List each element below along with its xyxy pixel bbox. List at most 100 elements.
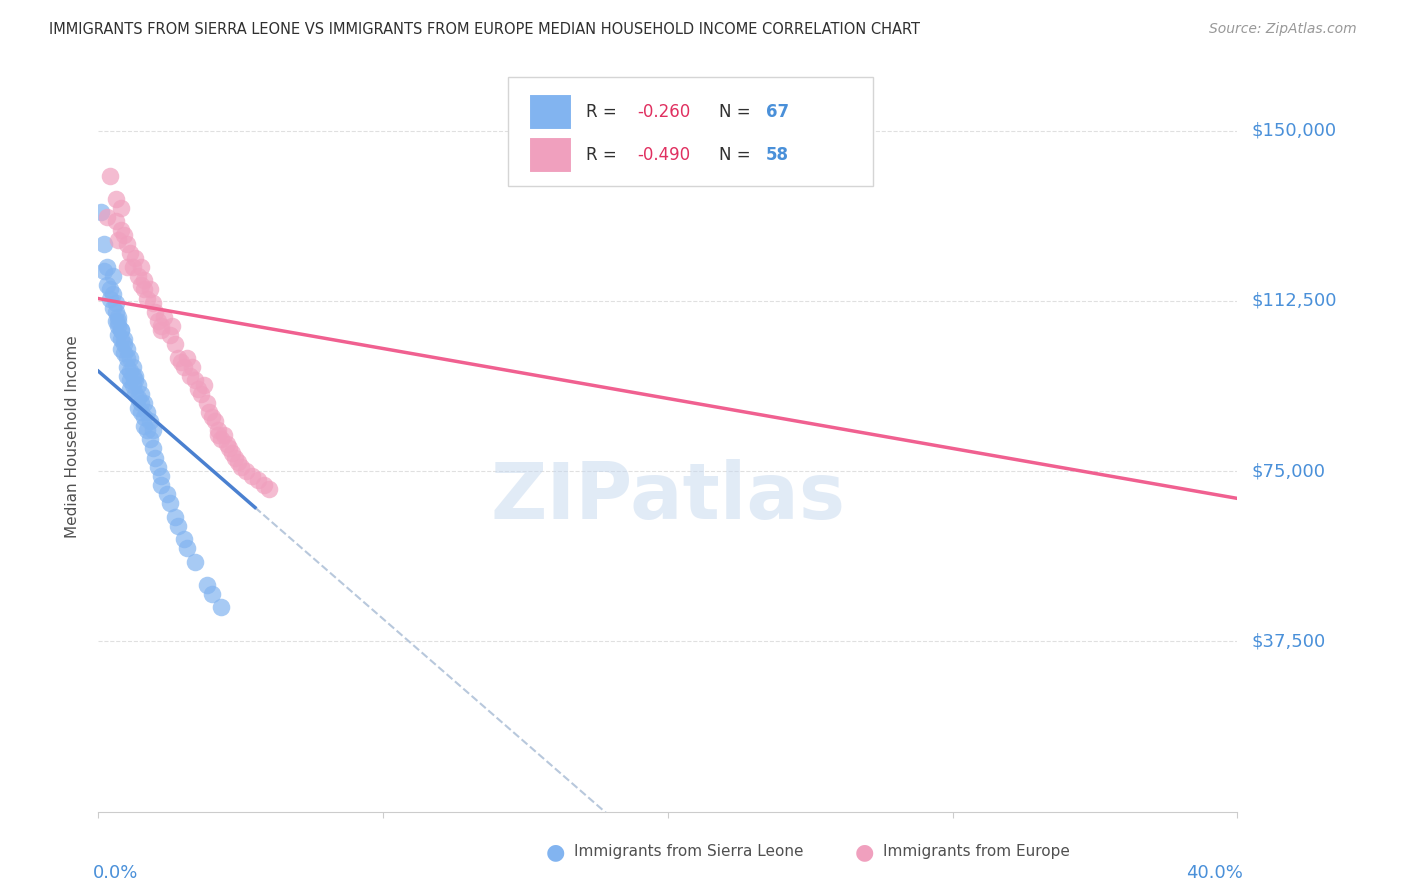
- Point: [121, 368, 143, 383]
- Text: 40.0%: 40.0%: [1187, 864, 1243, 882]
- Point: [129, 387, 152, 401]
- Text: $37,500: $37,500: [1251, 632, 1326, 650]
- Point: [101, 268, 124, 283]
- Point: [209, 600, 232, 615]
- Point: [127, 401, 149, 415]
- Text: R =: R =: [586, 103, 621, 121]
- Point: [110, 333, 132, 347]
- Point: [90, 205, 112, 219]
- Point: [252, 477, 274, 491]
- Point: [115, 359, 138, 374]
- Text: N =: N =: [718, 146, 756, 164]
- Point: [110, 323, 132, 337]
- Point: [121, 359, 143, 374]
- Point: [198, 405, 221, 419]
- Point: [138, 433, 160, 447]
- Point: [118, 351, 141, 365]
- Point: [150, 477, 173, 491]
- Point: [193, 377, 215, 392]
- Point: [181, 359, 204, 374]
- Point: [93, 264, 115, 278]
- Point: [187, 383, 209, 397]
- Text: -0.490: -0.490: [637, 146, 690, 164]
- Point: [124, 251, 146, 265]
- Point: [138, 283, 160, 297]
- Point: [204, 414, 226, 428]
- Point: [104, 314, 127, 328]
- Text: -0.260: -0.260: [637, 103, 690, 121]
- Point: [132, 283, 155, 297]
- Point: [176, 541, 198, 556]
- Point: [124, 373, 146, 387]
- Text: $75,000: $75,000: [1251, 462, 1326, 480]
- Point: [101, 287, 124, 301]
- Bar: [529, 94, 572, 130]
- Point: [110, 223, 132, 237]
- Point: [209, 433, 232, 447]
- Point: [207, 427, 229, 442]
- Bar: [529, 137, 572, 173]
- Point: [195, 396, 218, 410]
- Point: [121, 260, 143, 274]
- Point: [104, 192, 127, 206]
- Point: [141, 442, 163, 456]
- Point: [129, 396, 152, 410]
- Point: [127, 268, 149, 283]
- Point: [221, 446, 243, 460]
- Point: [235, 464, 257, 478]
- Point: [135, 405, 157, 419]
- Point: [184, 373, 207, 387]
- Text: $112,500: $112,500: [1251, 292, 1337, 310]
- Point: [118, 383, 141, 397]
- Point: [110, 342, 132, 356]
- Point: [148, 459, 170, 474]
- Point: [127, 392, 149, 406]
- Point: [129, 405, 152, 419]
- Point: [179, 368, 201, 383]
- Point: [162, 318, 184, 333]
- Point: [173, 533, 195, 547]
- Point: [141, 423, 163, 437]
- Point: [101, 301, 124, 315]
- Point: [145, 305, 167, 319]
- Point: [118, 373, 141, 387]
- Text: Immigrants from Sierra Leone: Immigrants from Sierra Leone: [574, 845, 803, 859]
- Point: [167, 518, 190, 533]
- Point: [150, 468, 173, 483]
- Point: [110, 201, 132, 215]
- Point: [165, 509, 187, 524]
- Point: [104, 214, 127, 228]
- Point: [107, 318, 129, 333]
- Point: [226, 455, 249, 469]
- Point: [118, 364, 141, 378]
- Point: [229, 459, 252, 474]
- Text: ●: ●: [546, 842, 565, 862]
- Point: [115, 260, 138, 274]
- Point: [150, 323, 173, 337]
- Point: [107, 310, 129, 324]
- Point: [96, 210, 118, 224]
- Point: [107, 233, 129, 247]
- Point: [176, 351, 198, 365]
- Point: [173, 359, 195, 374]
- Point: [112, 337, 135, 351]
- Point: [121, 377, 143, 392]
- Text: N =: N =: [718, 103, 756, 121]
- Point: [201, 409, 224, 424]
- Point: [96, 277, 118, 292]
- Text: ZIPatlas: ZIPatlas: [491, 459, 845, 535]
- Point: [201, 587, 224, 601]
- Point: [107, 327, 129, 342]
- Point: [145, 450, 167, 465]
- Point: [115, 342, 138, 356]
- Point: [98, 292, 121, 306]
- Point: [159, 496, 181, 510]
- Point: [150, 318, 173, 333]
- Point: [135, 423, 157, 437]
- Text: Source: ZipAtlas.com: Source: ZipAtlas.com: [1209, 22, 1357, 37]
- Point: [129, 277, 152, 292]
- Point: [138, 414, 160, 428]
- Point: [115, 351, 138, 365]
- Point: [124, 368, 146, 383]
- Point: [159, 327, 181, 342]
